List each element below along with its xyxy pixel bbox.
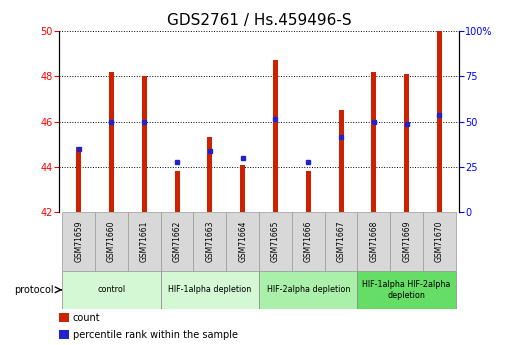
Bar [193,212,226,271]
Text: HIF-2alpha depletion: HIF-2alpha depletion [267,285,350,294]
Bar [161,271,259,309]
Text: HIF-1alpha HIF-2alpha
depletion: HIF-1alpha HIF-2alpha depletion [363,280,451,299]
Bar [62,212,95,271]
Text: GSM71668: GSM71668 [369,221,379,262]
Text: GSM71662: GSM71662 [172,221,182,262]
Bar [240,165,245,212]
Bar [109,72,114,212]
Bar [59,331,69,339]
Bar [59,313,69,322]
Bar [325,212,358,271]
Text: percentile rank within the sample: percentile rank within the sample [73,330,238,340]
Bar [423,212,456,271]
Bar [142,76,147,212]
Bar [437,31,442,212]
Bar [174,171,180,212]
Text: GSM71659: GSM71659 [74,221,83,263]
Text: GSM71664: GSM71664 [238,221,247,263]
Bar [371,72,377,212]
Bar [259,271,358,309]
Bar [306,171,311,212]
Bar [128,212,161,271]
Text: GSM71667: GSM71667 [337,221,346,263]
Bar [358,212,390,271]
Bar [273,60,278,212]
Bar [95,212,128,271]
Text: GSM71665: GSM71665 [271,221,280,263]
Text: GSM71660: GSM71660 [107,221,116,263]
Text: GSM71670: GSM71670 [435,221,444,263]
Text: GSM71663: GSM71663 [205,221,214,263]
Bar [358,271,456,309]
Text: protocol: protocol [14,285,54,295]
Bar [339,110,344,212]
Bar [292,212,325,271]
Text: GSM71669: GSM71669 [402,221,411,263]
Bar [161,212,193,271]
Title: GDS2761 / Hs.459496-S: GDS2761 / Hs.459496-S [167,13,351,29]
Bar [404,74,409,212]
Bar [76,147,81,212]
Text: control: control [97,285,126,294]
Text: count: count [73,313,101,323]
Bar [207,137,212,212]
Text: GSM71666: GSM71666 [304,221,313,263]
Bar [226,212,259,271]
Bar [259,212,292,271]
Bar [390,212,423,271]
Text: HIF-1alpha depletion: HIF-1alpha depletion [168,285,251,294]
Bar [62,271,161,309]
Text: GSM71661: GSM71661 [140,221,149,262]
